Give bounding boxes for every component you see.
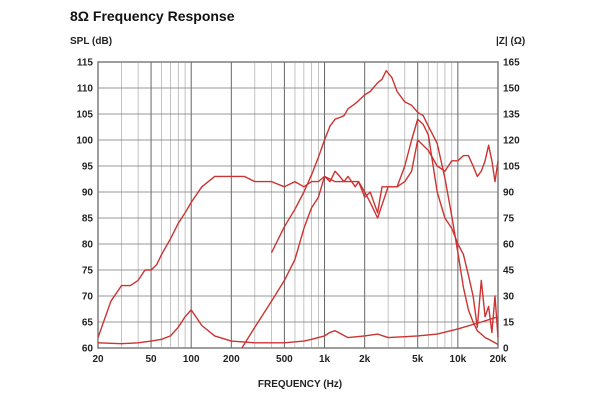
y-left-tick-label: 90 — [82, 188, 94, 199]
x-tick-label: 20k — [490, 354, 507, 365]
y-left-tick-label: 95 — [82, 162, 94, 173]
series-line-4 — [270, 69, 499, 346]
y-right-tick-label: 150 — [503, 84, 520, 95]
y-left-tick-label: 65 — [82, 318, 94, 329]
series-line-2 — [97, 309, 499, 345]
y-right-tick-label: 105 — [503, 162, 520, 173]
x-tick-label: 200 — [223, 354, 240, 365]
y-right-tick-label: 120 — [503, 136, 520, 147]
y-right-tick-label: 135 — [503, 110, 520, 121]
x-tick-label: 20 — [92, 354, 104, 365]
x-tick-label: 1k — [319, 354, 331, 365]
series-line-3 — [241, 139, 499, 349]
series-line-1 — [97, 118, 499, 338]
y-left-tick-label: 70 — [82, 292, 94, 303]
y-right-tick-label: 0 — [503, 344, 509, 355]
y-right-tick-label: 45 — [503, 266, 515, 277]
y-left-tick-label: 115 — [77, 58, 94, 69]
y-right-tick-label: 165 — [503, 58, 520, 69]
y-right-tick-label: 90 — [503, 188, 515, 199]
y-left-tick-label: 100 — [76, 136, 93, 147]
y-right-tick-label: 15 — [503, 318, 515, 329]
x-tick-label: 500 — [276, 354, 293, 365]
y-left-tick-label: 105 — [76, 110, 93, 121]
x-tick-label: 5k — [412, 354, 424, 365]
y-axis-right-label: |Z| (Ω) — [496, 36, 526, 47]
y-left-tick-label: 80 — [82, 240, 94, 251]
y-right-tick-label: 30 — [503, 292, 515, 303]
x-tick-label: 100 — [183, 354, 200, 365]
chart-title: 8Ω Frequency Response — [70, 8, 235, 24]
y-left-tick-label: 75 — [82, 266, 94, 277]
y-right-tick-label: 60 — [503, 240, 515, 251]
y-axis-left-label: SPL (dB) — [70, 36, 113, 47]
y-left-tick-label: 85 — [82, 214, 94, 225]
plot-border — [97, 61, 499, 349]
x-tick-label: 10k — [450, 354, 467, 365]
y-left-tick-label: 110 — [77, 84, 94, 95]
y-right-tick-label: 75 — [503, 214, 515, 225]
x-tick-label: 2k — [359, 354, 371, 365]
y-left-tick-label: 60 — [82, 344, 94, 355]
x-axis-label: FREQUENCY (Hz) — [257, 379, 343, 390]
x-tick-label: 50 — [145, 354, 157, 365]
